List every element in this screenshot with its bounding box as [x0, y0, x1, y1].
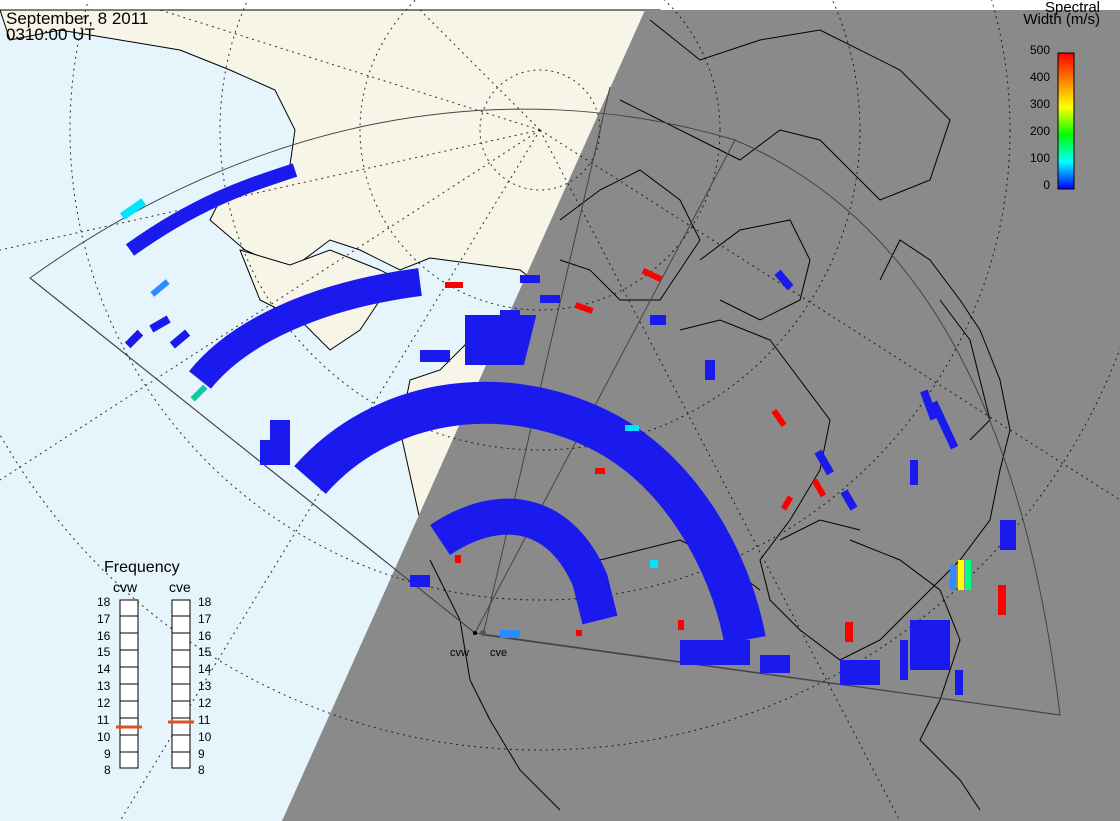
colorbar-tick-300: 300: [1029, 97, 1050, 111]
radar-label-cvw: cvw: [450, 647, 469, 659]
colorbar-tick-100: 100: [1029, 151, 1050, 165]
freq-tick-right-12: 12: [198, 696, 212, 710]
freq-tick-right-14: 14: [198, 662, 212, 676]
freq-tick-right-16: 16: [198, 629, 212, 643]
echo-patch-north: [465, 315, 537, 365]
freq-tick-right-17: 17: [198, 612, 212, 626]
freq-tick-left-18: 18: [97, 595, 111, 609]
night-shading: [282, 10, 1120, 821]
freq-tick-right-9: 9: [198, 747, 205, 761]
freq-tick-left-8: 8: [104, 763, 111, 777]
echo-arc-main: [294, 381, 766, 645]
date-label: September, 8 2011: [6, 9, 149, 28]
freq-tick-left-12: 12: [97, 696, 111, 710]
freq-tick-left-14: 14: [97, 662, 111, 676]
freq-tick-left-13: 13: [97, 679, 111, 693]
echo-arc-alaska: [189, 268, 422, 390]
radar-label-cve: cve: [490, 647, 508, 659]
echo-cells: [120, 198, 1016, 695]
colorbar-gradient: [1057, 52, 1075, 190]
freq-tick-left-15: 15: [97, 645, 111, 659]
colorbar-tick-200: 200: [1029, 124, 1050, 138]
freq-tick-right-15: 15: [198, 645, 212, 659]
radar-site-cvw: [473, 631, 477, 635]
frequency-title: Frequency: [104, 559, 180, 576]
colorbar-title-line1: Spectral: [1044, 0, 1100, 16]
freq-tick-right-10: 10: [198, 730, 212, 744]
freq-tick-left-11: 11: [97, 713, 110, 727]
echo-arc-outer-west: [125, 163, 298, 256]
colorbar-tick-400: 400: [1029, 70, 1050, 84]
freq-tick-right-11: 11: [198, 713, 211, 727]
colorbar-tick-500: 500: [1029, 43, 1050, 57]
freq-tick-right-8: 8: [198, 763, 205, 777]
echo-arcs: [125, 163, 766, 645]
freq-tick-left-16: 16: [97, 629, 111, 643]
colorbar-title-line2: Width (m/s): [1023, 11, 1100, 28]
frequency-header-cve: cve: [169, 579, 191, 595]
time-label: 0310:00 UT: [6, 25, 95, 44]
frequency-ticks: [120, 615, 190, 753]
radar-site-cve: [480, 630, 486, 636]
freq-tick-left-17: 17: [97, 612, 111, 626]
freq-tick-left-9: 9: [104, 747, 111, 761]
colorbar-tick-0: 0: [1043, 178, 1050, 192]
freq-tick-left-10: 10: [97, 730, 111, 744]
frequency-header-cvw: cvw: [113, 579, 138, 595]
freq-tick-right-13: 13: [198, 679, 212, 693]
freq-tick-right-18: 18: [198, 595, 212, 609]
echo-arc-inner: [430, 498, 618, 625]
